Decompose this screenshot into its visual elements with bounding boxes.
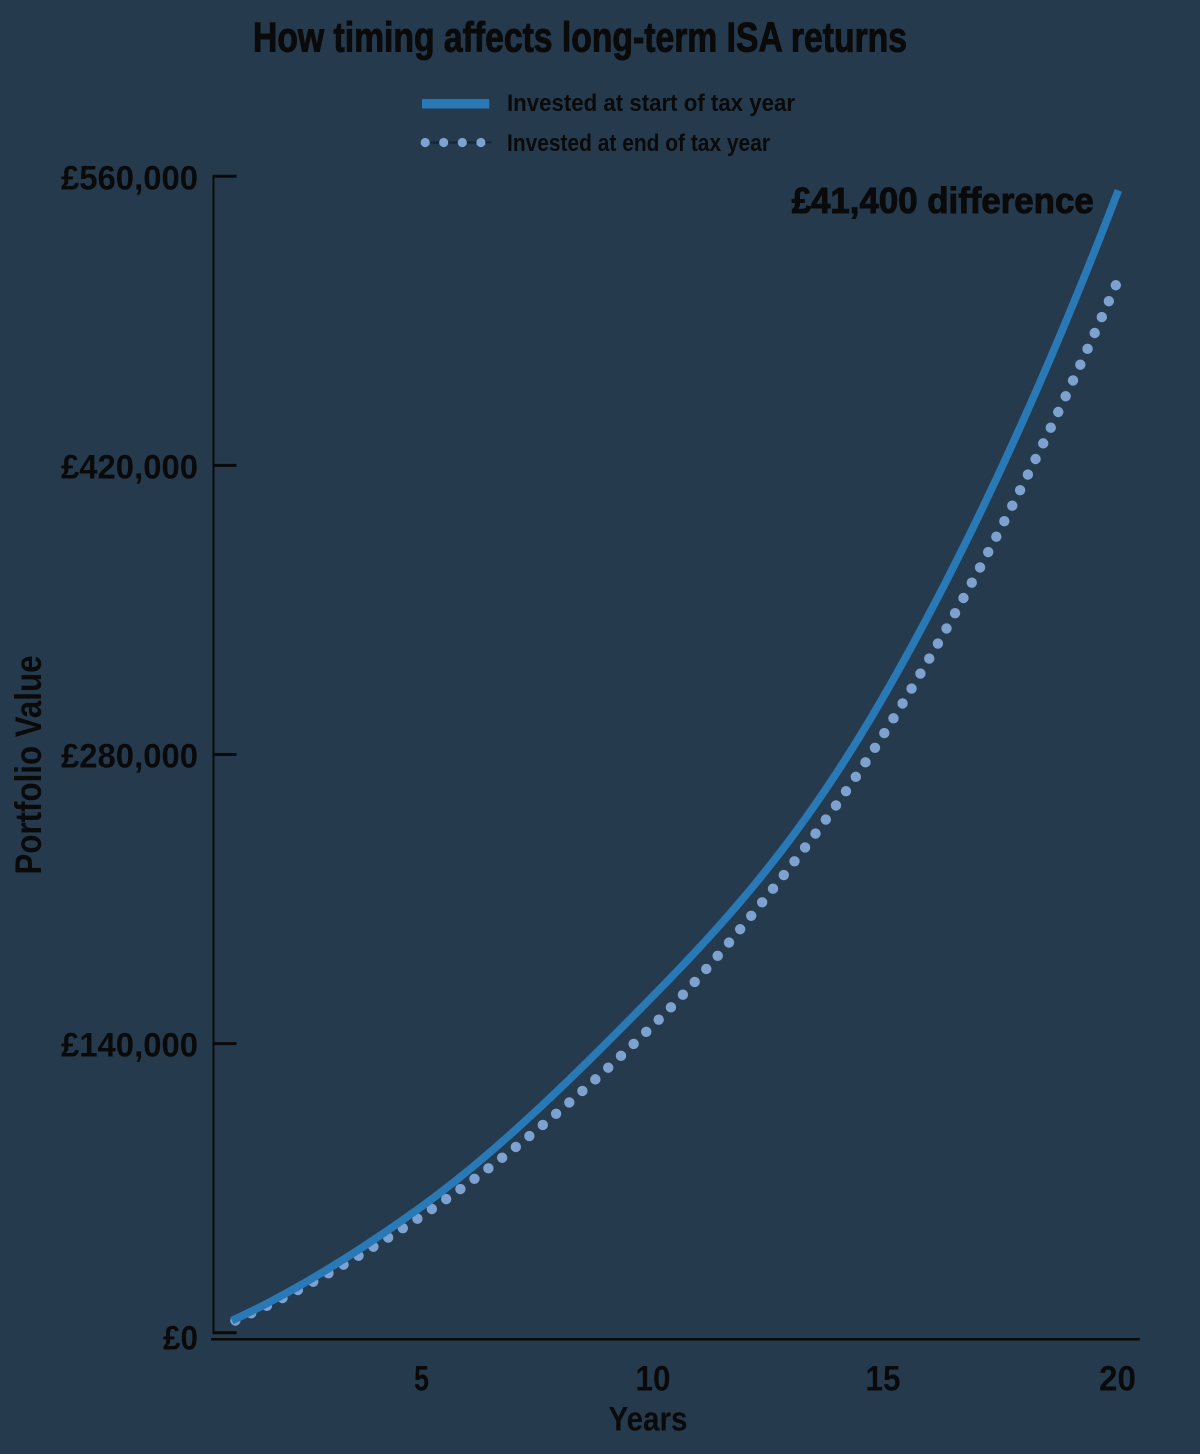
svg-text:£0: £0 bbox=[163, 1320, 198, 1358]
svg-text:10: 10 bbox=[636, 1360, 671, 1399]
svg-text:£140,000: £140,000 bbox=[61, 1027, 198, 1065]
svg-text:Invested at end of tax year: Invested at end of tax year bbox=[507, 130, 770, 157]
svg-text:How timing affects long-term I: How timing affects long-term ISA returns bbox=[253, 14, 907, 61]
svg-text:£280,000: £280,000 bbox=[61, 738, 198, 776]
svg-text:£420,000: £420,000 bbox=[61, 448, 198, 486]
svg-text:Invested at start of tax year: Invested at start of tax year bbox=[507, 90, 795, 117]
svg-text:Years: Years bbox=[609, 1401, 688, 1439]
svg-text:£560,000: £560,000 bbox=[61, 159, 198, 197]
svg-text:20: 20 bbox=[1099, 1360, 1136, 1399]
svg-text:5: 5 bbox=[414, 1360, 429, 1399]
svg-text:Portfolio Value: Portfolio Value bbox=[8, 656, 49, 875]
svg-text:15: 15 bbox=[866, 1360, 901, 1399]
svg-text:£41,400 difference: £41,400 difference bbox=[792, 180, 1094, 221]
